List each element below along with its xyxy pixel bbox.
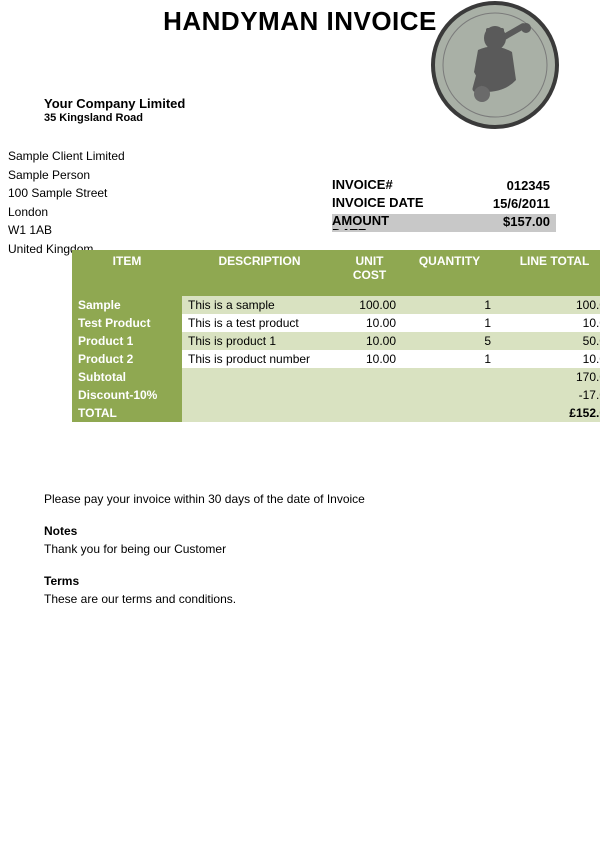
table-row: SampleThis is a sample100.001100.0 — [72, 296, 600, 314]
table-row: Product 1This is product 110.00550.0 — [72, 332, 600, 350]
item-quantity: 1 — [402, 350, 497, 368]
item-name: Product 2 — [72, 350, 182, 368]
item-description: This is a test product — [182, 314, 337, 332]
item-line-total: 100.0 — [497, 296, 600, 314]
terms-text: These are our terms and conditions. — [44, 590, 554, 608]
table-row: Product 2This is product number10.00110.… — [72, 350, 600, 368]
item-name: Product 1 — [72, 332, 182, 350]
item-description: This is a sample — [182, 296, 337, 314]
invoice-date-label: INVOICE DATE — [332, 196, 427, 209]
item-name: Sample — [72, 296, 182, 314]
item-quantity: 5 — [402, 332, 497, 350]
col-unit-cost: UNIT COST — [337, 250, 402, 296]
invoice-number-label: INVOICE# — [332, 178, 427, 191]
subtotal-row: Subtotal 170.0 — [72, 368, 600, 386]
subtotal-label: Subtotal — [72, 368, 182, 386]
client-city: London — [8, 203, 125, 222]
discount-label: Discount-10% — [72, 386, 182, 404]
item-name: Test Product — [72, 314, 182, 332]
item-line-total: 10.0 — [497, 314, 600, 332]
item-unit-cost: 10.00 — [337, 332, 402, 350]
item-description: This is product number — [182, 350, 337, 368]
company-name: Your Company Limited — [44, 96, 185, 112]
terms-heading: Terms — [44, 572, 554, 590]
table-row: Test ProductThis is a test product10.001… — [72, 314, 600, 332]
footer-block: Please pay your invoice within 30 days o… — [44, 490, 554, 608]
amount-label: AMOUNT DATE — [332, 214, 427, 230]
pay-text: Please pay your invoice within 30 days o… — [44, 490, 554, 508]
item-unit-cost: 10.00 — [337, 314, 402, 332]
client-name: Sample Client Limited — [8, 147, 125, 166]
invoice-date: 15/6/2011 — [427, 196, 556, 211]
total-label: TOTAL — [72, 404, 182, 422]
discount-row: Discount-10% -17.0 — [72, 386, 600, 404]
handyman-logo — [430, 0, 560, 133]
subtotal-value: 170.0 — [182, 368, 600, 386]
client-postcode: W1 1AB — [8, 221, 125, 240]
client-street: 100 Sample Street — [8, 184, 125, 203]
item-description: This is product 1 — [182, 332, 337, 350]
company-address: 35 Kingsland Road — [44, 112, 185, 126]
item-unit-cost: 100.00 — [337, 296, 402, 314]
total-row: TOTAL £152.0 — [72, 404, 600, 422]
item-line-total: 10.0 — [497, 350, 600, 368]
notes-text: Thank you for being our Customer — [44, 540, 554, 558]
col-description: DESCRIPTION — [182, 250, 337, 296]
item-quantity: 1 — [402, 296, 497, 314]
discount-value: -17.0 — [182, 386, 600, 404]
client-person: Sample Person — [8, 166, 125, 185]
invoice-meta: INVOICE# 012345 INVOICE DATE 15/6/2011 A… — [332, 178, 556, 232]
company-block: Your Company Limited 35 Kingsland Road — [44, 96, 185, 126]
amount-value: $157.00 — [427, 214, 556, 229]
col-item: ITEM — [72, 250, 182, 296]
notes-heading: Notes — [44, 522, 554, 540]
col-line-total: LINE TOTAL — [497, 250, 600, 296]
client-block: Sample Client Limited Sample Person 100 … — [8, 147, 125, 259]
item-line-total: 50.0 — [497, 332, 600, 350]
col-quantity: QUANTITY — [402, 250, 497, 296]
table-header-row: ITEM DESCRIPTION UNIT COST QUANTITY LINE… — [72, 250, 600, 296]
invoice-number: 012345 — [427, 178, 556, 193]
total-value: £152.0 — [182, 404, 600, 422]
item-quantity: 1 — [402, 314, 497, 332]
item-unit-cost: 10.00 — [337, 350, 402, 368]
items-table: ITEM DESCRIPTION UNIT COST QUANTITY LINE… — [72, 250, 600, 422]
